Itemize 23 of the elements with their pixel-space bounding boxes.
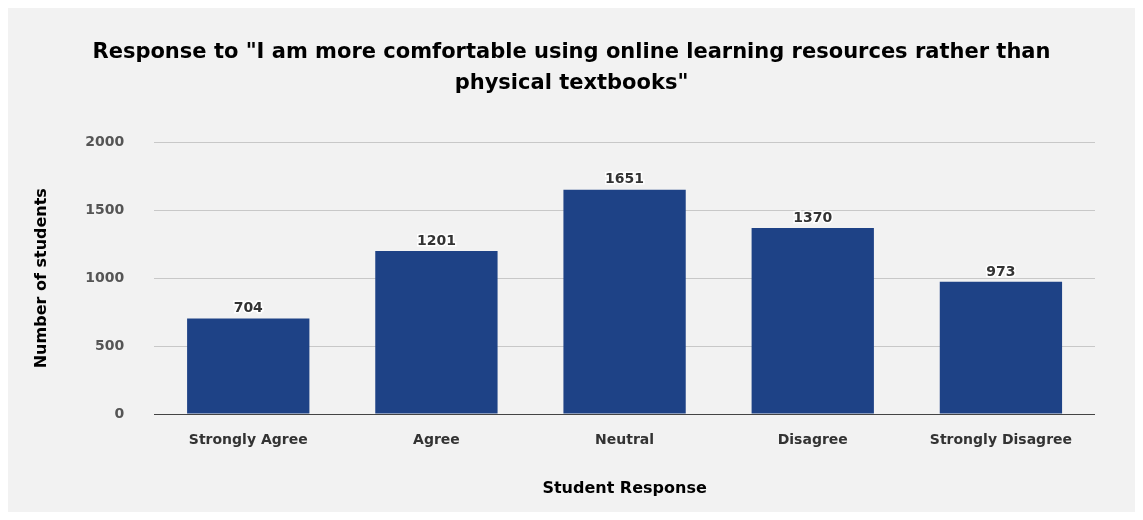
- data-label: 1651: [605, 170, 645, 187]
- x-tick-label: Agree: [413, 431, 460, 448]
- y-tick-label: 500: [94, 336, 125, 353]
- y-tick-label: 1500: [85, 200, 125, 217]
- y-tick-label: 1000: [85, 268, 125, 285]
- bar: [563, 189, 686, 414]
- y-tick-label: 0: [114, 404, 125, 421]
- x-tick-label: Strongly Agree: [188, 431, 308, 448]
- bar: [375, 250, 498, 414]
- bar: [939, 281, 1063, 414]
- y-axis-title: Number of students: [30, 188, 50, 369]
- data-label: 1201: [416, 231, 456, 248]
- y-tick-label: 2000: [85, 133, 125, 150]
- bar: [187, 318, 310, 414]
- data-label: 973: [986, 262, 1016, 279]
- bar: [751, 227, 874, 414]
- data-label: 704: [233, 299, 264, 316]
- chart-title: Response to "I am more comfortable using online learning resources rather than physical textbooks": [91, 38, 1052, 96]
- x-tick-label: Neutral: [595, 431, 655, 448]
- x-tick-label: Disagree: [777, 431, 848, 448]
- x-axis-title: Student Response: [542, 477, 707, 497]
- data-label: 1370: [793, 208, 833, 225]
- x-tick-label: Strongly Disagree: [929, 431, 1073, 448]
